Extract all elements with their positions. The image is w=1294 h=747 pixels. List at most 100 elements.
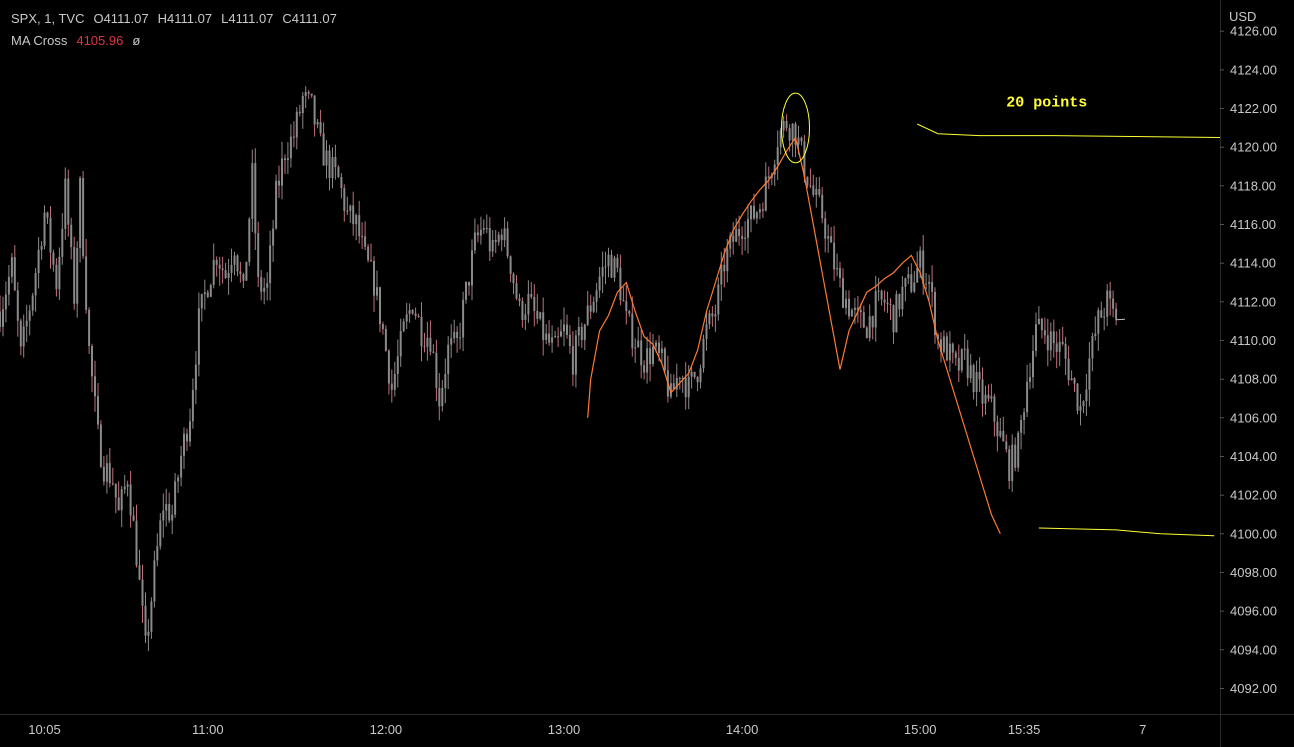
symbol-label[interactable]: SPX, 1, TVC bbox=[11, 11, 85, 26]
candle-body bbox=[393, 374, 396, 390]
candle bbox=[533, 284, 536, 327]
candle-body bbox=[135, 520, 138, 566]
candle bbox=[972, 363, 975, 400]
candle-body bbox=[183, 433, 185, 456]
candle-body bbox=[577, 326, 580, 336]
candle-body bbox=[616, 257, 619, 268]
candle-body bbox=[782, 121, 785, 131]
candle bbox=[607, 247, 610, 278]
candle-body bbox=[551, 337, 554, 343]
candle-body bbox=[530, 294, 533, 297]
candle-body bbox=[729, 235, 732, 249]
candle bbox=[153, 550, 156, 608]
candle-body bbox=[533, 296, 536, 311]
candle-body bbox=[328, 150, 331, 178]
candle bbox=[97, 383, 99, 430]
candle-body bbox=[554, 336, 557, 338]
candle bbox=[1008, 445, 1011, 489]
time-axis[interactable]: 10:05 11:00 12:00 13:00 14:00 15:00 15:35 7 bbox=[28, 722, 1146, 737]
candle bbox=[563, 307, 565, 347]
candle-body bbox=[43, 212, 46, 246]
candle-body bbox=[414, 313, 417, 316]
candle-body bbox=[503, 228, 506, 241]
candle-body bbox=[417, 316, 420, 317]
candle-body bbox=[447, 344, 450, 374]
candle bbox=[568, 325, 571, 354]
candle-body bbox=[981, 379, 984, 404]
candle-body bbox=[512, 273, 515, 284]
candle bbox=[171, 504, 174, 534]
candle-body bbox=[812, 185, 815, 195]
candle bbox=[1035, 312, 1037, 357]
candle-body bbox=[405, 314, 408, 322]
candle-body bbox=[1115, 308, 1118, 320]
candle-body bbox=[741, 236, 744, 239]
candle bbox=[177, 474, 180, 493]
candle bbox=[444, 358, 447, 404]
candle bbox=[266, 272, 269, 301]
candle bbox=[598, 267, 601, 298]
candle-body bbox=[993, 396, 996, 422]
candle-body bbox=[1032, 350, 1034, 378]
candle bbox=[34, 268, 37, 312]
candle-body bbox=[1011, 444, 1014, 481]
candle bbox=[782, 116, 785, 139]
candle bbox=[408, 303, 411, 323]
candle bbox=[696, 376, 699, 392]
candle-body bbox=[690, 371, 693, 377]
candle-body bbox=[714, 314, 717, 317]
candle bbox=[384, 325, 387, 352]
candle bbox=[969, 353, 972, 383]
candle-body bbox=[61, 228, 64, 257]
candle bbox=[381, 321, 384, 335]
candle bbox=[815, 177, 818, 208]
x-tick-label: 10:05 bbox=[28, 722, 61, 737]
candle bbox=[1073, 377, 1076, 392]
candle bbox=[126, 480, 129, 497]
candle-body bbox=[747, 219, 749, 238]
candle-body bbox=[215, 259, 218, 265]
candle-body bbox=[218, 264, 221, 269]
candle-body bbox=[111, 483, 114, 485]
candle-body bbox=[672, 383, 675, 390]
candle-body bbox=[699, 368, 702, 383]
candle bbox=[183, 427, 185, 469]
candle bbox=[634, 338, 637, 363]
candle-body bbox=[987, 394, 990, 399]
candle-body bbox=[934, 291, 936, 335]
indicator-name[interactable]: MA Cross bbox=[11, 33, 68, 48]
candle bbox=[301, 92, 304, 129]
candle-body bbox=[390, 383, 393, 390]
candle-body bbox=[583, 324, 586, 341]
indicator-settings-icon[interactable]: ø bbox=[132, 33, 141, 48]
candle bbox=[672, 374, 675, 390]
candle-body bbox=[450, 338, 453, 345]
candle-body bbox=[301, 96, 304, 114]
candle-body bbox=[22, 326, 25, 347]
candle bbox=[473, 218, 476, 254]
candle-body bbox=[1035, 324, 1037, 351]
candle-body bbox=[1100, 310, 1103, 318]
candle-body bbox=[586, 305, 589, 325]
candle-body bbox=[108, 463, 111, 484]
candle bbox=[646, 336, 649, 384]
candle-body bbox=[990, 396, 993, 399]
candle-body bbox=[263, 287, 266, 292]
candle-body bbox=[358, 215, 361, 237]
candle-body bbox=[978, 372, 981, 380]
candle bbox=[186, 428, 188, 451]
candle-body bbox=[1043, 330, 1046, 336]
candle-body bbox=[907, 274, 910, 279]
candle-body bbox=[972, 365, 975, 393]
candle bbox=[417, 313, 420, 318]
candle-body bbox=[200, 294, 203, 309]
candle-body bbox=[862, 312, 865, 328]
candle-body bbox=[203, 292, 206, 295]
candle-body bbox=[289, 136, 292, 159]
candle-body bbox=[791, 123, 794, 141]
candle bbox=[162, 493, 165, 538]
candle-body bbox=[99, 424, 102, 467]
candle-body bbox=[613, 257, 616, 278]
